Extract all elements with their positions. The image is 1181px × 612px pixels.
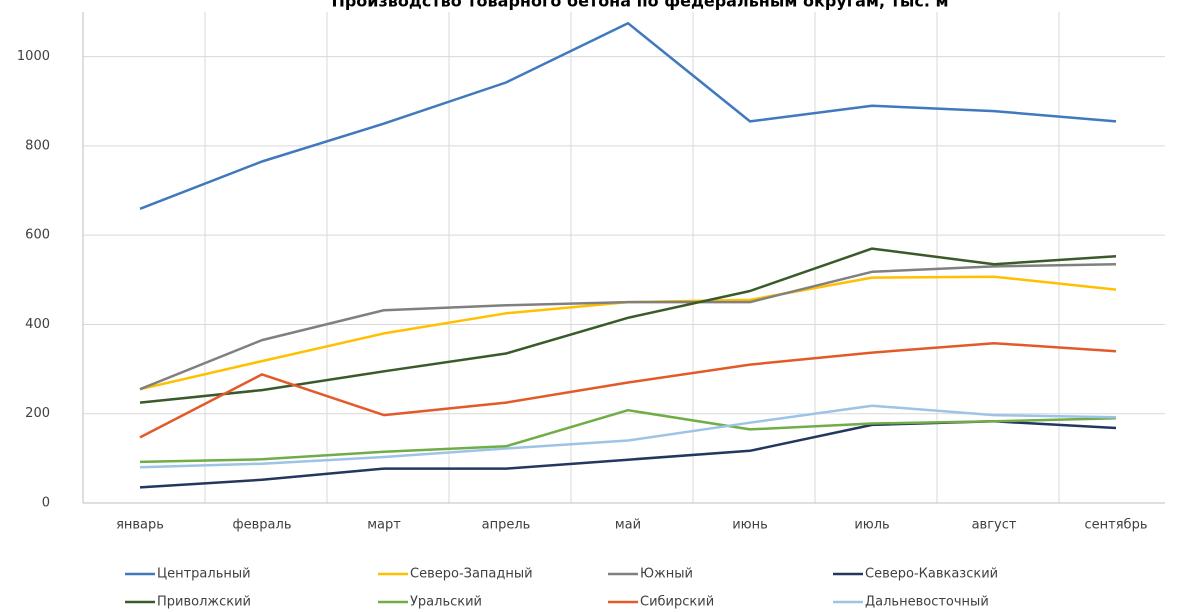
legend-label: Южный	[640, 567, 693, 582]
series-line	[139, 420, 1117, 489]
legend-label: Дальневосточный	[865, 595, 989, 610]
y-tick-label: 600	[25, 228, 50, 243]
legend-label: Приволжский	[157, 595, 251, 610]
x-tick-label: июнь	[732, 518, 768, 533]
x-tick-label: август	[972, 518, 1017, 533]
series-line	[139, 262, 1117, 391]
y-tick-label: 400	[25, 317, 50, 332]
x-tick-label: март	[367, 518, 401, 533]
y-tick-label: 800	[25, 138, 50, 153]
legend-label: Северо-Западный	[410, 567, 533, 582]
y-tick-label: 0	[42, 496, 50, 511]
legend-label: Северо-Кавказский	[865, 567, 998, 582]
series-line	[139, 408, 1117, 464]
y-tick-label: 1000	[17, 49, 50, 64]
x-tick-label: сентябрь	[1085, 518, 1148, 533]
series-line	[139, 247, 1117, 404]
x-tick-label: июль	[854, 518, 889, 533]
y-tick-label: 200	[25, 406, 50, 421]
legend-label: Сибирский	[640, 595, 714, 610]
x-tick-label: январь	[116, 518, 164, 533]
series-line	[139, 404, 1117, 469]
x-tick-label: февраль	[233, 518, 292, 533]
legend-label: Уральский	[410, 595, 482, 610]
x-tick-label: апрель	[482, 518, 531, 533]
chart-title: Производство товарного бетона по федерал…	[331, 0, 948, 11]
series-line	[139, 341, 1117, 439]
legend-label: Центральный	[157, 567, 251, 582]
series-line	[139, 21, 1117, 210]
x-tick-label: май	[615, 518, 641, 533]
